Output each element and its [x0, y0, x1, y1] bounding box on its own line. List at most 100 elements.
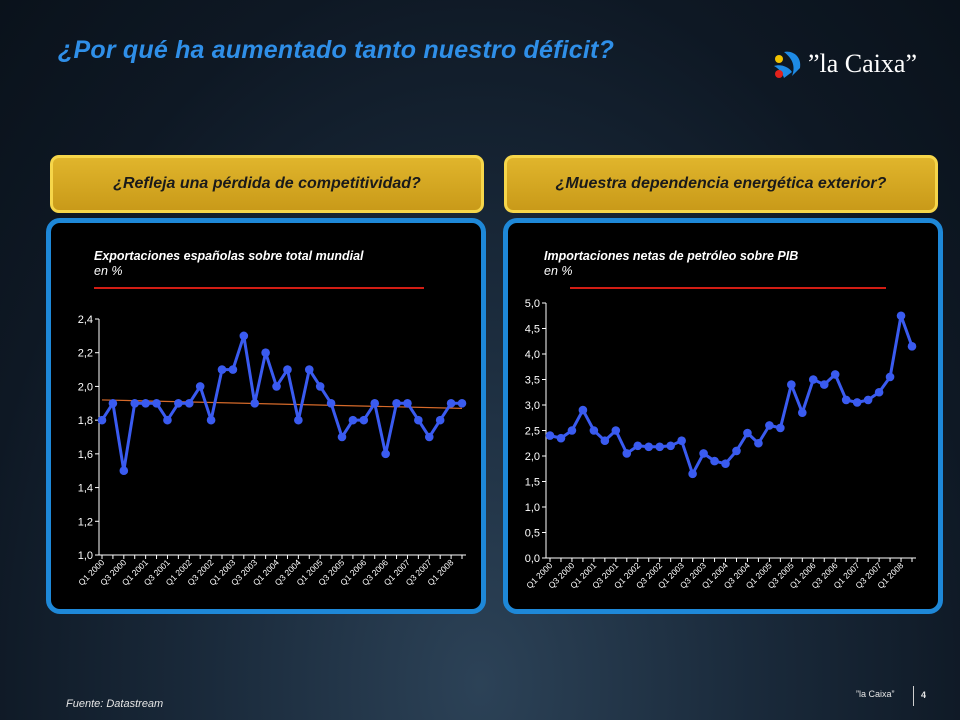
series-line	[100, 334, 462, 473]
y-tick-label: 3,0	[525, 400, 540, 412]
oil-imports-title-underline	[570, 287, 886, 289]
data-point	[141, 398, 150, 408]
data-point	[841, 395, 851, 405]
page-number: 4	[921, 690, 927, 700]
data-point	[677, 436, 686, 445]
data-point	[721, 459, 730, 468]
data-point	[787, 380, 796, 389]
data-point	[710, 456, 719, 466]
la-caixa-logo: ”la Caixa”	[770, 46, 920, 86]
y-tick-label: 0,0	[525, 553, 540, 565]
y-tick-label: 2,0	[78, 381, 93, 393]
data-point	[359, 415, 369, 425]
data-point	[272, 382, 281, 391]
y-tick-label: 1,0	[78, 550, 93, 562]
data-point	[348, 415, 358, 425]
data-point	[567, 426, 577, 435]
data-point	[819, 380, 829, 389]
series-line	[549, 314, 914, 476]
data-point	[217, 365, 227, 374]
y-tick-label: 3,5	[525, 375, 540, 387]
exports-title-underline	[94, 287, 424, 289]
data-point	[885, 372, 895, 382]
data-point	[611, 426, 621, 435]
data-point	[457, 398, 467, 408]
data-point	[907, 342, 917, 351]
data-point	[765, 421, 774, 430]
data-point	[315, 382, 325, 391]
y-tick-label: 1,8	[78, 415, 93, 427]
data-point	[130, 398, 140, 408]
y-tick-label: 1,2	[78, 516, 93, 528]
data-point	[304, 365, 314, 374]
data-point	[699, 449, 708, 458]
data-point	[174, 398, 183, 408]
oil-imports-chart-panel: Importaciones netas de petróleo sobre PI…	[503, 218, 943, 614]
y-tick-label: 2,2	[78, 348, 93, 360]
data-point	[666, 441, 675, 451]
data-point	[633, 441, 643, 451]
y-tick-label: 5,0	[525, 298, 540, 310]
data-point	[294, 415, 303, 425]
y-tick-label: 2,5	[525, 426, 540, 438]
oil-imports-chart-unit: en %	[544, 264, 573, 278]
data-point	[283, 365, 292, 374]
data-point	[808, 375, 818, 384]
data-point	[545, 431, 555, 440]
data-point	[852, 398, 862, 407]
data-point	[435, 415, 445, 425]
oil-imports-chart-title: Importaciones netas de petróleo sobre PI…	[544, 249, 799, 263]
y-tick-label: 1,0	[525, 502, 540, 514]
source-note: Fuente: Datastream	[66, 698, 164, 710]
data-point	[108, 398, 118, 408]
data-point	[381, 449, 390, 459]
data-point	[688, 469, 697, 479]
y-tick-label: 0,5	[525, 528, 540, 540]
data-point	[798, 408, 807, 417]
data-point	[424, 432, 434, 442]
exports-chart-panel: Exportaciones españolas sobre total mund…	[46, 218, 486, 614]
data-point	[622, 449, 632, 458]
y-tick-label: 1,5	[525, 477, 540, 489]
data-point	[250, 398, 260, 408]
exports-chart-unit: en %	[94, 264, 123, 278]
data-point	[600, 436, 610, 445]
y-tick-label: 4,5	[525, 324, 540, 336]
data-point	[403, 398, 412, 408]
data-point	[743, 428, 752, 438]
data-point	[589, 426, 599, 435]
trend-line	[101, 399, 463, 409]
data-point	[119, 466, 129, 476]
data-point	[163, 415, 172, 425]
slide-title: ¿Por qué ha aumentado tanto nuestro défi…	[58, 36, 615, 64]
data-point	[97, 415, 107, 425]
energy-dependence-question-banner: ¿Muestra dependencia energética exterior…	[504, 155, 938, 213]
logo-wordmark: ”la Caixa”	[808, 49, 917, 78]
data-point	[337, 432, 347, 442]
y-tick-label: 4,0	[525, 349, 540, 361]
data-point	[392, 398, 401, 408]
y-tick-label: 2,4	[78, 314, 93, 326]
data-point	[578, 405, 588, 415]
data-point	[152, 398, 161, 408]
data-point	[655, 442, 664, 452]
y-tick-label: 1,4	[78, 483, 93, 495]
data-point	[184, 398, 194, 408]
exports-chart-title: Exportaciones españolas sobre total mund…	[94, 249, 364, 263]
competitiveness-question-banner: ¿Refleja una pérdida de competitividad?	[50, 155, 484, 213]
data-point	[195, 382, 205, 391]
data-point	[206, 415, 216, 425]
data-point	[261, 348, 270, 358]
footer-divider	[913, 686, 914, 706]
data-point	[863, 395, 873, 405]
star-icon	[774, 51, 801, 78]
data-point	[874, 387, 884, 397]
oil-imports-line-chart: 0,00,51,01,52,02,53,03,54,04,55,0Q1 2000…	[524, 298, 917, 590]
data-point	[776, 423, 785, 433]
footer-brand: ”la Caixa”	[856, 689, 895, 699]
y-tick-label: 2,0	[525, 451, 540, 463]
y-tick-label: 1,6	[78, 449, 93, 461]
data-point	[446, 398, 456, 408]
data-point	[370, 398, 380, 408]
